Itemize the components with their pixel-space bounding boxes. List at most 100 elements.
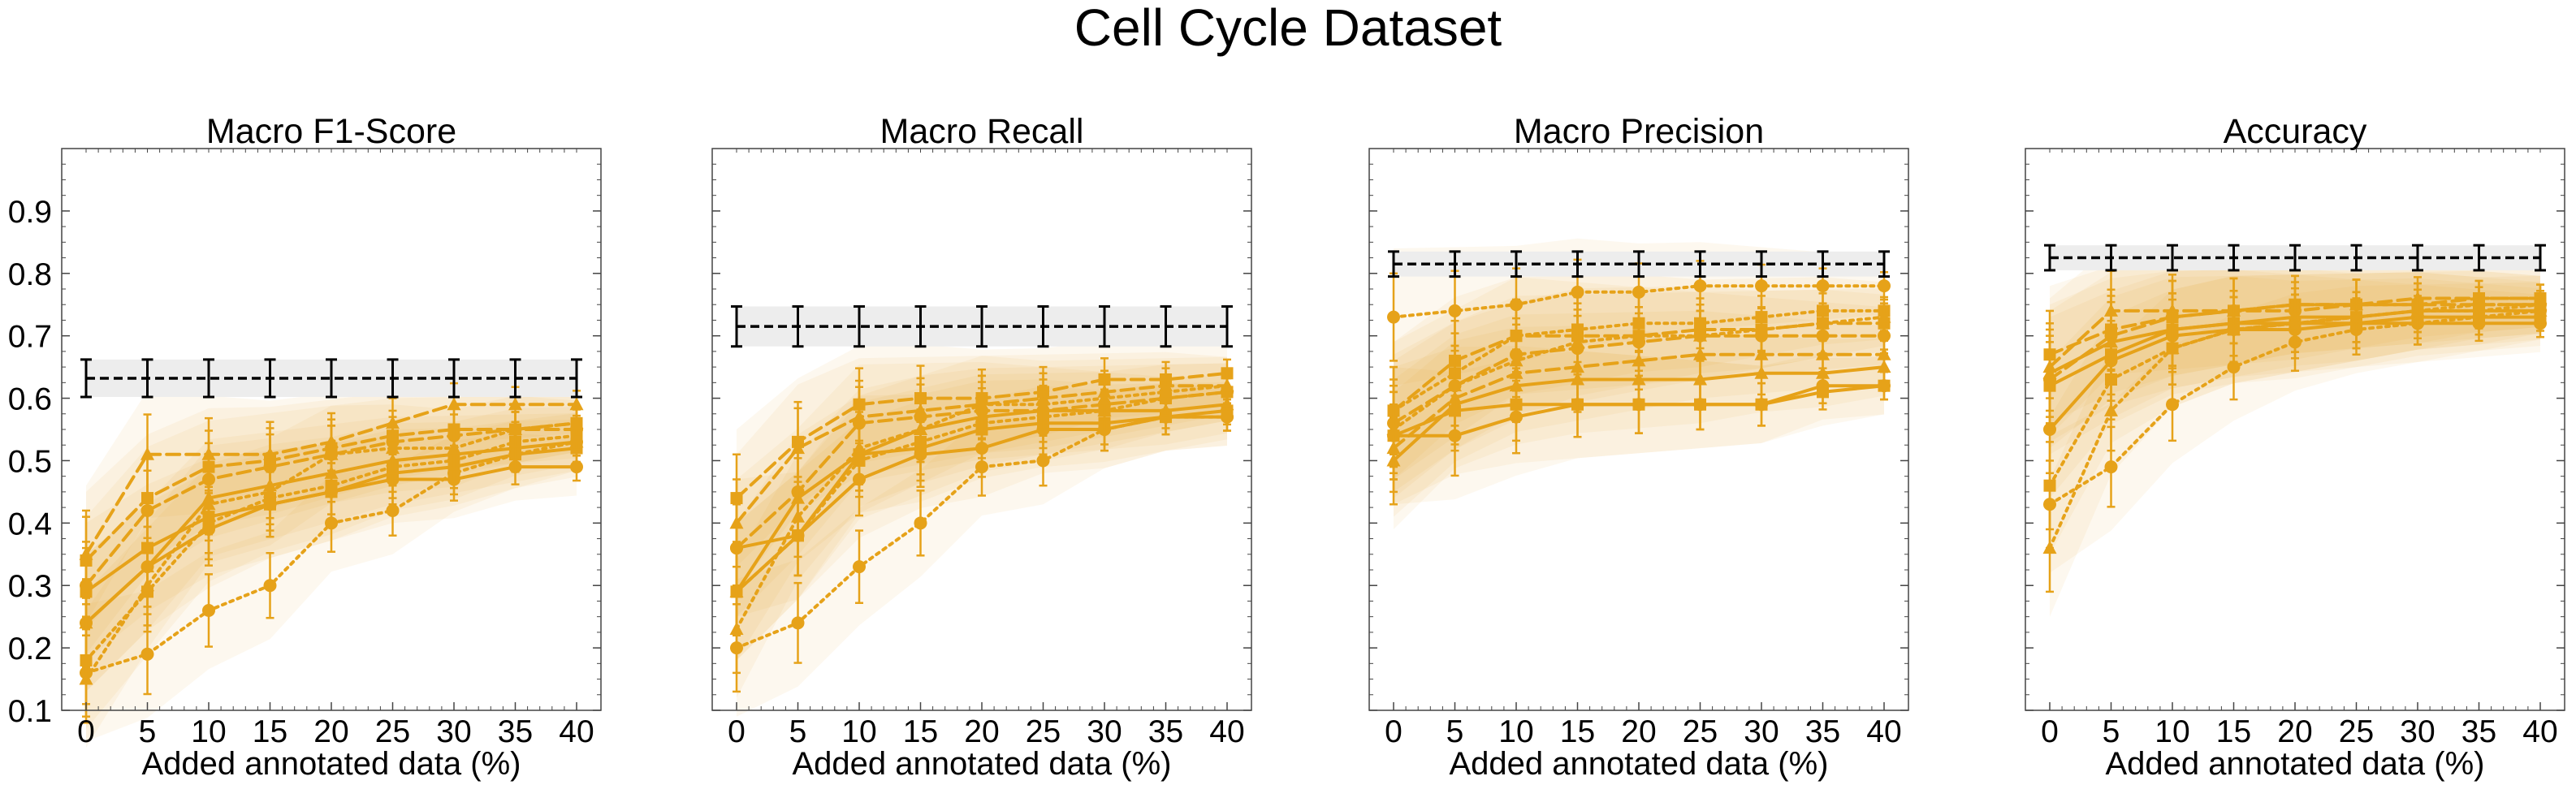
x-tick-label: 15: [2216, 714, 2251, 749]
x-tick-label: 0: [77, 714, 95, 749]
y-tick-label: 0.7: [8, 320, 52, 355]
y-tick-label: 0.2: [8, 632, 52, 666]
series-9: [729, 371, 1234, 675]
x-tick-label: 35: [1148, 714, 1183, 749]
data-point: [791, 441, 805, 455]
data-point: [1448, 304, 1462, 317]
data-point: [1509, 353, 1524, 367]
data-point: [1387, 310, 1400, 324]
y-tick-label: 0.6: [8, 382, 52, 417]
panel-title: Macro F1-Score: [206, 112, 456, 151]
x-tick-label: 10: [2155, 714, 2189, 749]
x-tick-label: 40: [2522, 714, 2557, 749]
x-axis-label: Added annotated data (%): [792, 746, 1171, 782]
data-point: [2042, 541, 2057, 554]
data-point: [570, 460, 583, 474]
series-line: [735, 384, 1229, 525]
panel-2: 0 5 10 15 20 25 30 35 40 Macro Recall Added annota…: [711, 112, 1252, 782]
data-point: [1386, 422, 1401, 435]
data-point: [2104, 460, 2118, 474]
panel-title: Accuracy: [2224, 112, 2367, 151]
data-point: [1878, 279, 1891, 293]
data-point: [263, 579, 277, 593]
x-tick-label: 10: [841, 714, 876, 749]
data-point: [975, 460, 988, 474]
series-9: [1386, 302, 1891, 475]
panel-4: 0 5 10 15 20 25 30 35 40 Accuracy Added annotated …: [2025, 112, 2565, 782]
data-point: [1036, 454, 1050, 468]
x-tick-label: 0: [1385, 714, 1403, 749]
y-tick-label: 0.4: [8, 507, 52, 541]
data-point: [1448, 378, 1462, 392]
panel-title: Macro Precision: [1514, 112, 1764, 151]
data-point: [2043, 479, 2056, 492]
x-axis-label: Added annotated data (%): [1449, 746, 1828, 782]
data-point: [914, 516, 927, 530]
data-point: [2165, 341, 2180, 355]
y-tick-label: 0.5: [8, 444, 52, 479]
data-point: [1816, 279, 1830, 293]
panel-3: 0 5 10 15 20 25 30 35 40 Macro Precision Added ann…: [1368, 112, 1909, 782]
y-tick-label: 0.9: [8, 195, 52, 230]
data-point: [1877, 309, 1891, 323]
data-point: [2288, 316, 2302, 330]
panel-title: Macro Recall: [880, 112, 1084, 151]
data-point: [79, 671, 93, 685]
x-tick-label: 10: [191, 714, 226, 749]
x-tick-label: 20: [1621, 714, 1656, 749]
data-point: [140, 578, 154, 592]
y-tick-label: 0.8: [8, 257, 52, 292]
figure-title: Cell Cycle Dataset: [1074, 0, 1502, 57]
data-point: [791, 616, 805, 630]
data-point: [2472, 297, 2486, 311]
data-point: [202, 603, 215, 617]
data-point: [1877, 347, 1891, 360]
x-tick-label: 5: [789, 714, 807, 749]
data-point: [1159, 410, 1173, 424]
x-tick-label: 25: [375, 714, 410, 749]
data-point: [1755, 398, 1768, 411]
x-tick-label: 30: [436, 714, 471, 749]
x-tick-label: 35: [498, 714, 533, 749]
data-point: [325, 516, 338, 530]
x-axis-label: Added annotated data (%): [141, 746, 521, 782]
data-point: [140, 647, 154, 661]
data-point: [1693, 328, 1707, 342]
series-band: [737, 383, 1227, 717]
data-point: [2227, 360, 2241, 374]
x-tick-label: 5: [139, 714, 157, 749]
x-tick-label: 40: [1209, 714, 1244, 749]
data-point: [1220, 378, 1234, 392]
data-point: [1097, 390, 1112, 404]
data-point: [1755, 279, 1768, 293]
x-tick-label: 25: [1026, 714, 1061, 749]
data-point: [324, 446, 339, 460]
series-line: [1392, 352, 1886, 451]
data-point: [201, 497, 216, 511]
x-tick-label: 15: [903, 714, 938, 749]
y-tick-label: 0.3: [8, 569, 52, 604]
data-point: [1816, 316, 1830, 330]
x-tick-label: 0: [2041, 714, 2059, 749]
data-point: [1571, 334, 1584, 348]
x-tick-label: 15: [1560, 714, 1595, 749]
data-point: [2533, 297, 2548, 311]
data-point: [914, 422, 927, 435]
data-point: [729, 622, 744, 636]
series-line: [2048, 303, 2542, 550]
x-tick-label: 35: [1805, 714, 1840, 749]
data-point: [2410, 303, 2425, 317]
data-point: [1036, 397, 1050, 411]
data-point: [508, 397, 522, 411]
x-tick-label: 10: [1498, 714, 1533, 749]
data-point: [2043, 373, 2056, 386]
data-point: [508, 422, 522, 435]
series-9: [2042, 286, 2548, 593]
data-point: [263, 484, 277, 498]
data-point: [1221, 410, 1234, 424]
panel-1: 0 5 10 15 20 25 30 35 40 0.1 0.2 0.3 0.4 0.5 0.6 0.7 0.8…: [8, 112, 602, 782]
x-tick-label: 30: [1087, 714, 1122, 749]
data-point: [791, 509, 805, 523]
y-tick-label: 0.1: [8, 694, 52, 729]
data-point: [1571, 285, 1584, 299]
